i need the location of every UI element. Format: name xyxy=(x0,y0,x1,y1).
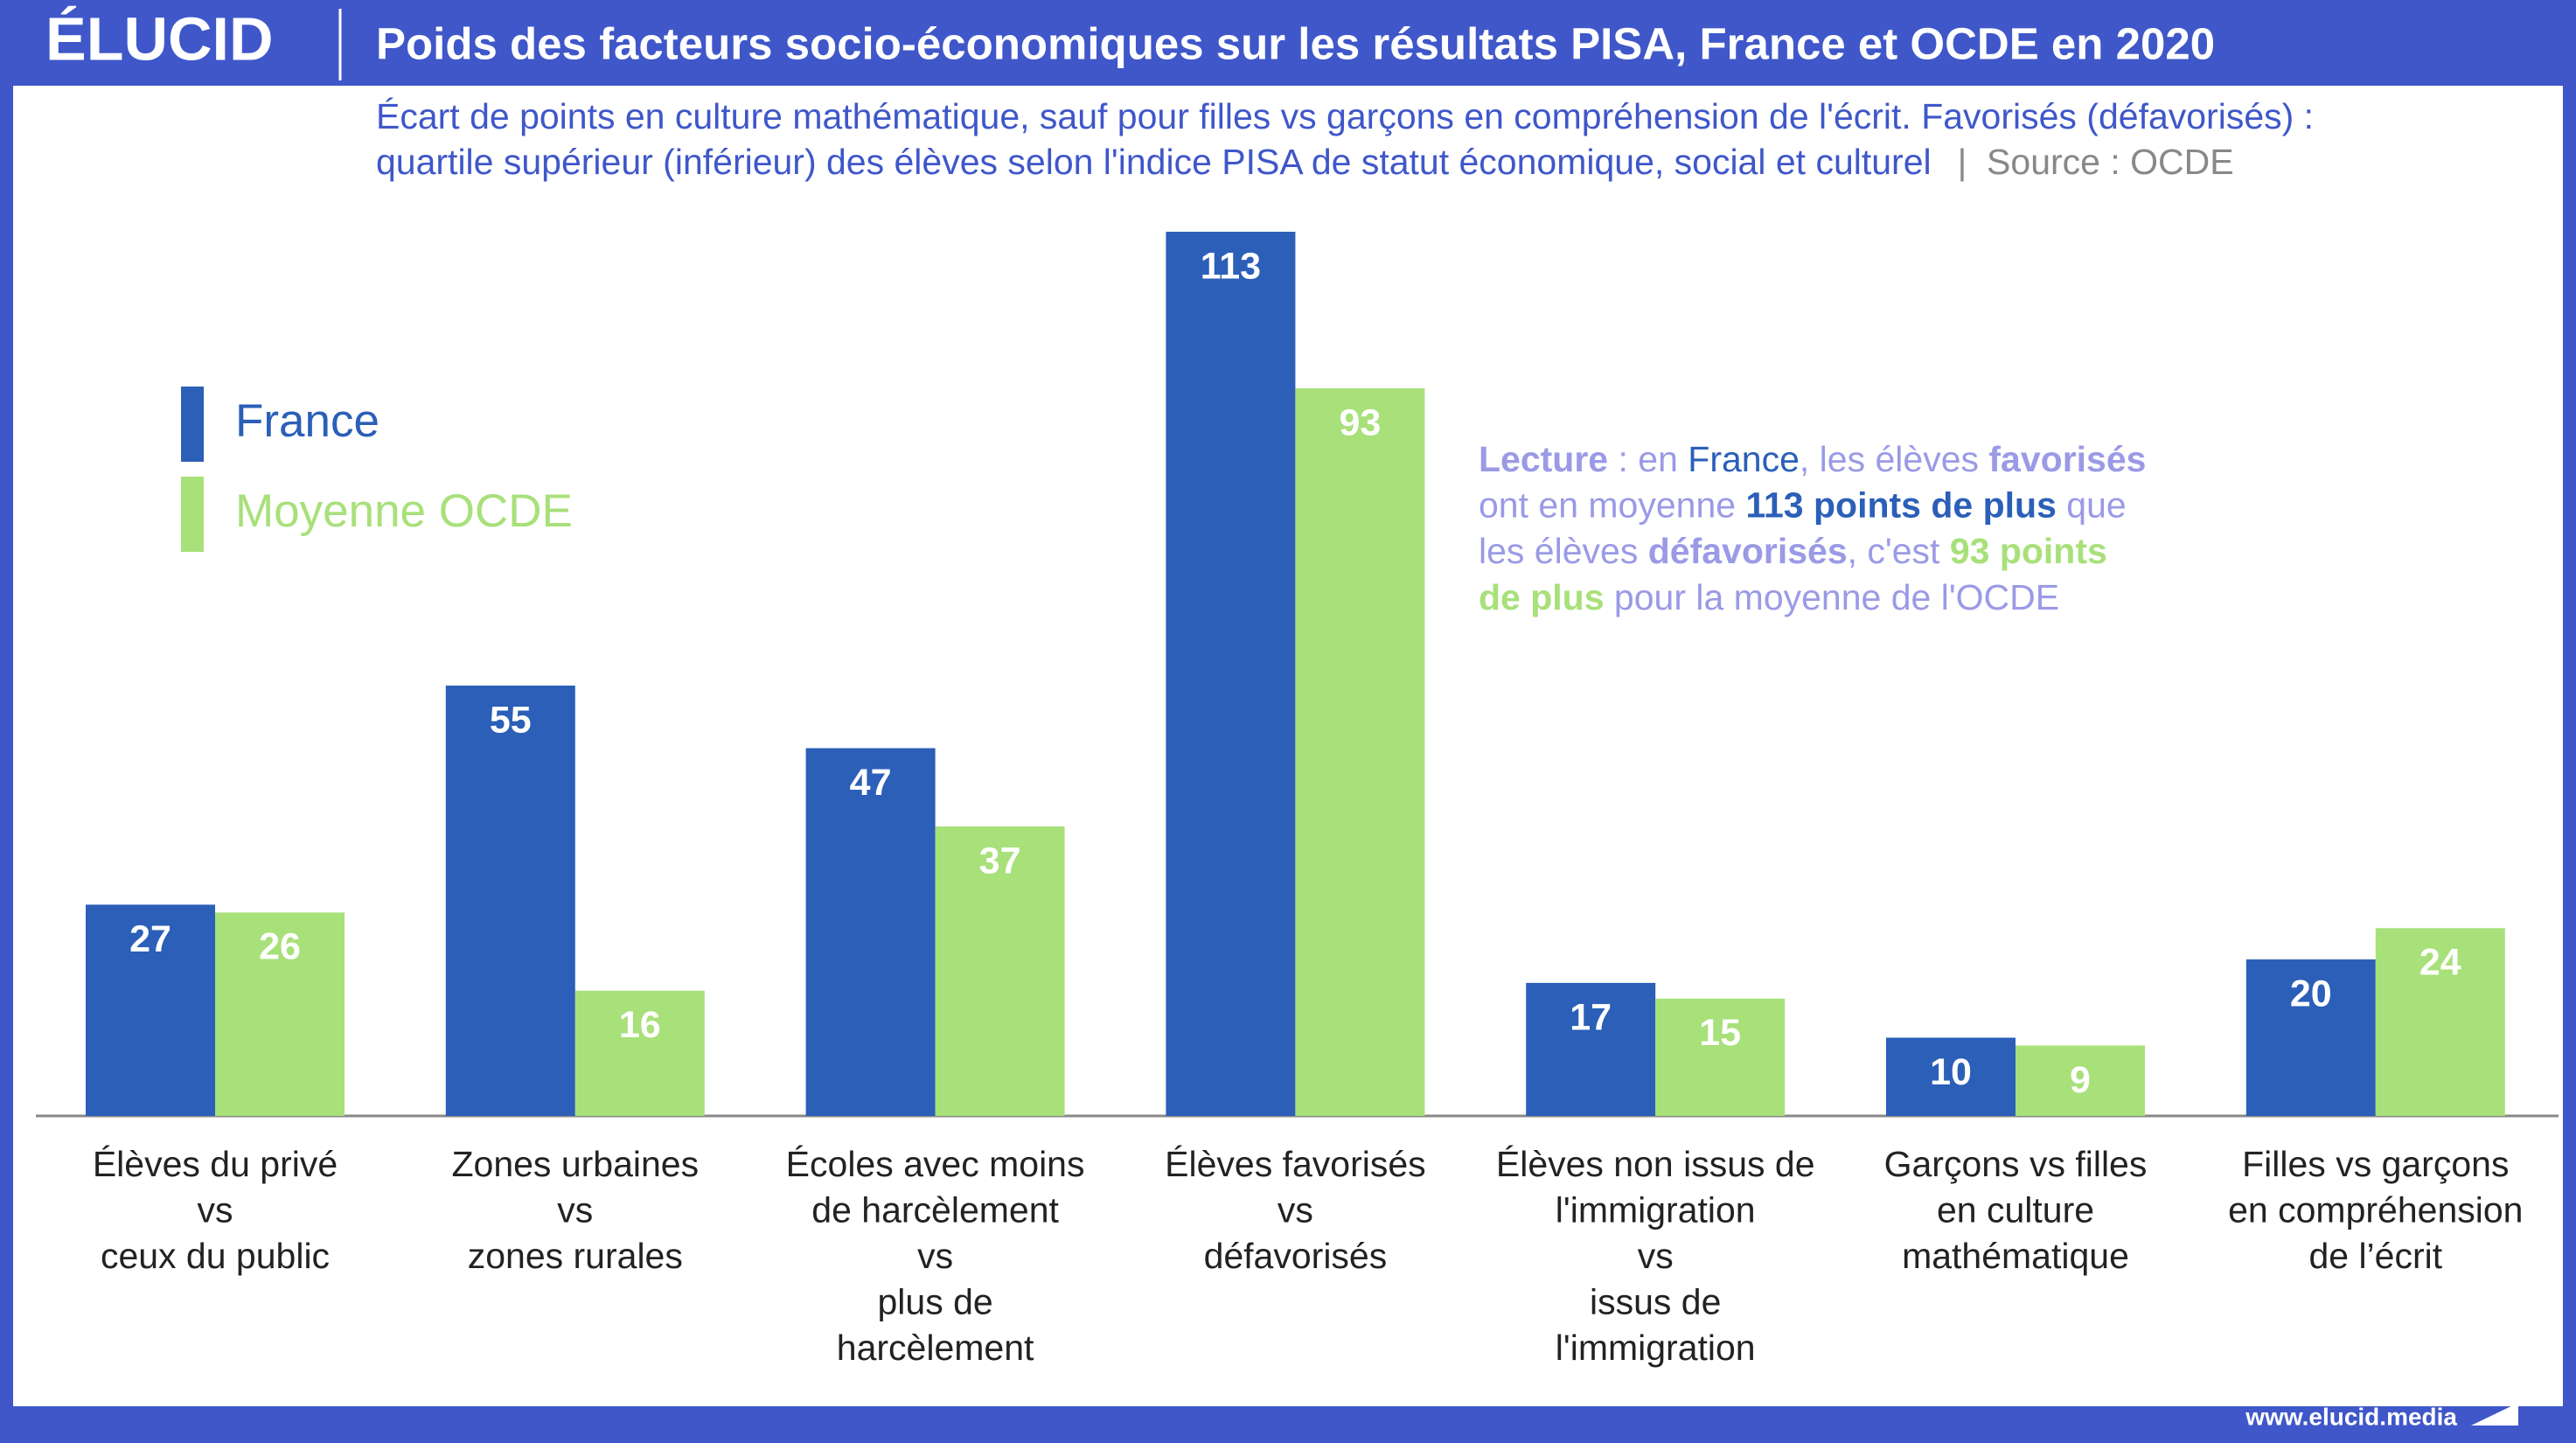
annotation-text: Lecture xyxy=(1479,439,1608,479)
bar xyxy=(1166,231,1296,1116)
bar xyxy=(2375,928,2505,1116)
bar xyxy=(574,990,705,1116)
x-tick-label: vs xyxy=(1278,1189,1313,1230)
x-tick-label: zones rurales xyxy=(468,1236,683,1276)
x-tick-label: harcèlement xyxy=(837,1328,1034,1368)
value-label: 24 xyxy=(2419,942,2461,984)
x-tick-label: mathématique xyxy=(1902,1236,2129,1276)
value-label: 113 xyxy=(1201,245,1261,287)
x-tick-label: issus de xyxy=(1590,1282,1721,1322)
annotation-text: pour la moyenne de l'OCDE xyxy=(1605,577,2060,617)
subtitle: quartile supérieur (inférieur) des élève… xyxy=(376,142,2234,182)
annotation-line: les élèves défavorisés, c'est 93 points xyxy=(1479,531,2107,571)
x-tick-label: l'immigration xyxy=(1556,1189,1756,1230)
x-tick-label: vs xyxy=(198,1189,233,1230)
annotation-text: France xyxy=(1688,439,1800,479)
x-tick-label: Élèves non issus de xyxy=(1496,1144,1815,1184)
value-label: 9 xyxy=(2070,1059,2091,1101)
annotation-text: défavorisés xyxy=(1648,531,1848,571)
footer-logo xyxy=(2471,1403,2518,1426)
value-label: 93 xyxy=(1339,401,1381,443)
annotation-text: : en xyxy=(1608,439,1688,479)
annotation-text: les élèves xyxy=(1479,531,1648,571)
bar xyxy=(445,685,575,1116)
x-tick-label: en culture xyxy=(1937,1189,2094,1230)
legend-swatch xyxy=(181,477,204,552)
bar xyxy=(215,912,345,1116)
x-tick-label: de l’écrit xyxy=(2308,1236,2442,1276)
x-tick-label: Garçons vs filles xyxy=(1884,1144,2148,1184)
x-tick-label: Zones urbaines xyxy=(451,1144,699,1184)
annotation-line: Lecture : en France, les élèves favorisé… xyxy=(1479,439,2146,479)
legend: France Moyenne OCDE xyxy=(181,387,573,552)
bar xyxy=(805,748,936,1116)
bar xyxy=(1886,1037,2016,1116)
legend-label: France xyxy=(235,395,379,447)
source: | Source : OCDE xyxy=(1958,142,2234,182)
value-label: 37 xyxy=(979,840,1021,882)
annotation-text: de plus xyxy=(1479,577,1605,617)
value-label: 15 xyxy=(1699,1012,1741,1054)
value-label: 26 xyxy=(259,926,301,968)
bar xyxy=(2245,959,2376,1116)
x-tick-label: ceux du public xyxy=(101,1236,330,1276)
x-tick-label: vs xyxy=(557,1189,593,1230)
x-tick-label: l'immigration xyxy=(1556,1328,1756,1368)
legend-swatch xyxy=(181,387,204,462)
chart-title: Poids des facteurs socio-économiques sur… xyxy=(376,18,2215,68)
value-label: 55 xyxy=(490,699,532,741)
bar xyxy=(1655,998,1786,1116)
bar xyxy=(1295,387,1425,1117)
annotation-text: que xyxy=(2057,484,2127,525)
annotation-text: 93 points xyxy=(1950,531,2107,571)
x-tick-label: vs xyxy=(917,1236,953,1276)
value-label: 17 xyxy=(1570,996,1612,1038)
legend-label: Moyenne OCDE xyxy=(235,485,573,537)
x-tick-label: Élèves du privé xyxy=(93,1144,338,1184)
bar xyxy=(935,826,1065,1116)
x-tick-label: Élèves favorisés xyxy=(1165,1144,1426,1184)
annotation-text: , c'est xyxy=(1848,531,1950,571)
x-tick-label: défavorisés xyxy=(1204,1236,1388,1276)
value-label: 27 xyxy=(129,918,171,960)
x-tick-label: vs xyxy=(1638,1236,1674,1276)
value-label: 16 xyxy=(619,1004,661,1046)
x-tick-label: Filles vs garçons xyxy=(2242,1144,2509,1184)
value-label: 20 xyxy=(2290,972,2332,1014)
annotation-text: , les élèves xyxy=(1800,439,1989,479)
brand: ÉLUCID xyxy=(45,4,274,73)
x-tick-label: plus de xyxy=(877,1282,992,1322)
x-tick-label: de harcèlement xyxy=(811,1189,1059,1230)
annotation-text: favorisés xyxy=(1988,439,2146,479)
annotation-line: de plus pour la moyenne de l'OCDE xyxy=(1479,577,2059,617)
x-tick-label: en compréhension xyxy=(2228,1189,2523,1230)
value-label: 10 xyxy=(1930,1051,1972,1093)
annotation-text: 113 points de plus xyxy=(1745,484,2056,525)
bar xyxy=(2016,1045,2145,1116)
annotation-text: ont en moyenne xyxy=(1479,484,1745,525)
footer: www.elucid.media xyxy=(2245,1403,2457,1430)
bar xyxy=(1526,982,1656,1116)
bar xyxy=(86,904,215,1116)
x-tick-label: Écoles avec moins xyxy=(786,1144,1085,1184)
annotation-line: ont en moyenne 113 points de plus que xyxy=(1479,484,2127,525)
subtitle: quartile supérieur (inférieur) des élève… xyxy=(376,142,1932,182)
subtitle: Écart de points en culture mathématique,… xyxy=(376,96,2314,136)
value-label: 47 xyxy=(850,762,892,804)
